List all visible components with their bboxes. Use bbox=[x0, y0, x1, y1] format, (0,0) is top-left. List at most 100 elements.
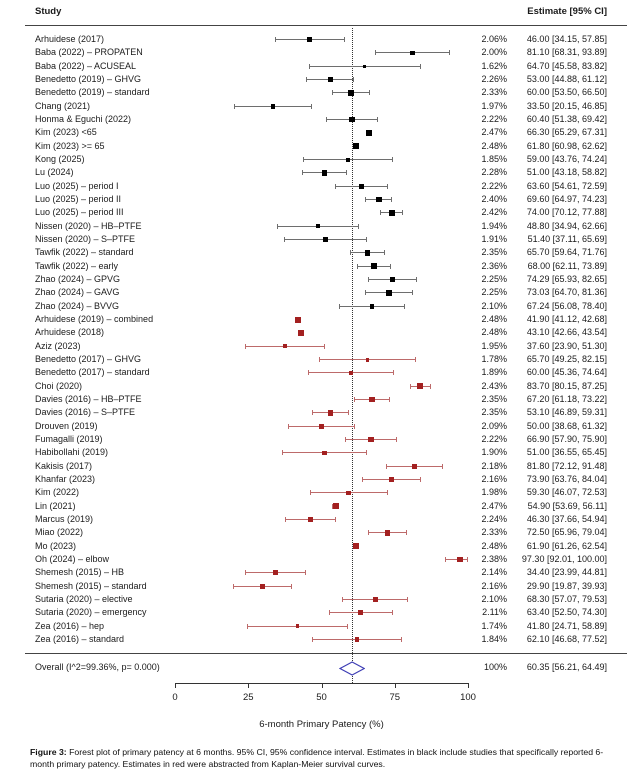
overall-label: Overall (I^2=99.36%, p= 0.000) bbox=[35, 662, 160, 672]
estimate-value: 59.30 [46.07, 72.53] bbox=[526, 487, 607, 498]
point-estimate-marker bbox=[353, 543, 360, 550]
x-axis-tick-label: 75 bbox=[389, 692, 401, 703]
estimate-value: 72.50 [65.96, 79.04] bbox=[526, 527, 607, 538]
ci-cap-left bbox=[282, 450, 284, 456]
weight-value: 1.89% bbox=[481, 367, 507, 378]
x-axis-tick bbox=[394, 683, 396, 688]
weight-value: 2.00% bbox=[481, 47, 507, 58]
estimate-value: 81.10 [68.31, 93.89] bbox=[526, 47, 607, 58]
weight-value: 2.16% bbox=[481, 473, 507, 484]
study-row: Baba (2022) – ACUSEAL 1.62% 64.70 [45.58, … bbox=[0, 60, 637, 73]
weight-value: 1.85% bbox=[481, 153, 507, 164]
study-row: Baba (2022) – PROPATEN 2.00% 81.10 [68.31,… bbox=[0, 46, 637, 59]
point-estimate-marker bbox=[417, 383, 424, 390]
point-estimate-marker bbox=[364, 250, 371, 256]
estimate-value: 51.40 [37.11, 65.69] bbox=[527, 233, 607, 244]
weight-value: 2.42% bbox=[481, 207, 507, 218]
weight-value: 2.35% bbox=[481, 247, 507, 258]
study-label: Choi (2020) bbox=[35, 380, 83, 391]
figure-caption-label: Figure 3: bbox=[30, 747, 67, 757]
ci-cap-left bbox=[356, 263, 358, 269]
point-estimate-marker bbox=[371, 263, 378, 270]
study-label: Lu (2024) bbox=[35, 167, 74, 178]
estimate-value: 65.70 [49.25, 82.15] bbox=[526, 353, 607, 364]
ci-cap-left bbox=[361, 477, 363, 483]
study-label: Nissen (2020) – S–PTFE bbox=[35, 233, 136, 244]
ci-cap-left bbox=[332, 503, 334, 509]
estimate-value: 51.00 [43.18, 58.82] bbox=[526, 167, 607, 178]
weight-value: 2.35% bbox=[481, 407, 507, 418]
ci-cap-right bbox=[346, 170, 348, 176]
study-row: Drouven (2019) 2.09% 50.00 [38.68, 61.32] bbox=[0, 420, 637, 433]
ci-cap-left bbox=[368, 277, 370, 283]
study-row: Fumagalli (2019) 2.22% 66.90 [57.90, 75.90… bbox=[0, 433, 637, 446]
ci-cap-left bbox=[349, 250, 351, 256]
weight-value: 1.84% bbox=[481, 633, 507, 644]
study-label: Sutaria (2020) – emergency bbox=[35, 607, 147, 618]
weight-value: 2.28% bbox=[481, 167, 507, 178]
estimate-value: 43.10 [42.66, 43.54] bbox=[526, 327, 607, 338]
ci-cap-left bbox=[354, 397, 356, 403]
study-label: Baba (2022) – PROPATEN bbox=[35, 47, 143, 58]
weight-value: 2.22% bbox=[481, 180, 507, 191]
ci-cap-right bbox=[365, 450, 367, 456]
point-estimate-marker bbox=[384, 530, 391, 536]
study-label: Benedetto (2019) – GHVG bbox=[35, 73, 142, 84]
study-label: Luo (2025) – period I bbox=[35, 180, 119, 191]
study-row: Aziz (2023) 1.95% 37.60 [23.90, 51.30] bbox=[0, 340, 637, 353]
weight-value: 1.90% bbox=[481, 447, 507, 458]
ci-cap-left bbox=[247, 623, 249, 629]
study-label: Kim (2023) <65 bbox=[35, 127, 97, 138]
study-label: Lin (2021) bbox=[35, 500, 76, 511]
ci-cap-left bbox=[277, 223, 279, 229]
point-estimate-marker bbox=[332, 503, 339, 510]
ci-cap-left bbox=[328, 610, 330, 616]
ci-cap-left bbox=[312, 410, 314, 416]
study-row: Zhao (2024) – BVVG 2.10% 67.24 [56.08, 78.… bbox=[0, 300, 637, 313]
estimate-value: 34.40 [23.99, 44.81] bbox=[526, 567, 607, 578]
weight-value: 2.48% bbox=[481, 313, 507, 324]
study-label: Benedetto (2019) – standard bbox=[35, 87, 150, 98]
point-estimate-marker bbox=[358, 610, 364, 616]
ci-cap-left bbox=[307, 370, 309, 376]
ci-cap-left bbox=[234, 103, 236, 109]
weight-value: 2.11% bbox=[482, 607, 507, 618]
weight-value: 2.48% bbox=[481, 327, 507, 338]
weight-value: 2.22% bbox=[481, 433, 507, 444]
ci-cap-right bbox=[343, 37, 345, 43]
weight-value: 2.36% bbox=[481, 260, 507, 271]
point-estimate-marker bbox=[354, 637, 359, 642]
point-estimate-marker bbox=[308, 516, 314, 523]
study-label: Zhao (2024) – GPVG bbox=[35, 273, 121, 284]
estimate-value: 46.00 [34.15, 57.85] bbox=[526, 34, 607, 44]
study-label: Tawfik (2022) – early bbox=[35, 260, 119, 271]
ci-cap-right bbox=[311, 103, 313, 109]
ci-cap-left bbox=[288, 423, 290, 429]
study-row: Kim (2022) 1.98% 59.30 [46.07, 72.53] bbox=[0, 486, 637, 499]
study-label: Zea (2016) – standard bbox=[35, 633, 125, 644]
weight-value: 2.06% bbox=[481, 34, 507, 44]
point-estimate-marker bbox=[349, 117, 355, 123]
study-label: Fumagalli (2019) bbox=[35, 433, 103, 444]
study-label: Kim (2022) bbox=[35, 487, 80, 498]
study-label: Tawfik (2022) – standard bbox=[35, 247, 134, 258]
estimate-value: 41.80 [24.71, 58.89] bbox=[526, 620, 607, 631]
point-estimate-marker bbox=[386, 290, 392, 296]
point-estimate-marker bbox=[273, 570, 279, 576]
study-row: Benedetto (2017) – GHVG 1.78% 65.70 [49.25… bbox=[0, 353, 637, 366]
ci-cap-left bbox=[309, 490, 311, 496]
ci-cap-right bbox=[353, 423, 355, 429]
study-label: Luo (2025) – period III bbox=[35, 207, 124, 218]
estimate-value: 64.70 [45.58, 83.82] bbox=[526, 60, 607, 71]
weight-value: 2.48% bbox=[481, 140, 507, 151]
estimate-value: 60.00 [45.36, 74.64] bbox=[526, 367, 607, 378]
study-row: Sutaria (2020) – elective 2.10% 68.30 [57.… bbox=[0, 593, 637, 606]
study-label: Chang (2021) bbox=[35, 100, 91, 111]
study-label: Davies (2016) – HB–PTFE bbox=[35, 393, 142, 404]
ci-cap-left bbox=[342, 597, 344, 603]
ci-cap-left bbox=[325, 117, 327, 123]
study-row: Mo (2023) 2.48% 61.90 [61.26, 62.54] bbox=[0, 540, 637, 553]
study-label: Kong (2025) bbox=[35, 153, 85, 164]
study-row: Arhuidese (2019) – combined 2.48% 41.90 [4… bbox=[0, 313, 637, 326]
study-label: Luo (2025) – period II bbox=[35, 193, 122, 204]
